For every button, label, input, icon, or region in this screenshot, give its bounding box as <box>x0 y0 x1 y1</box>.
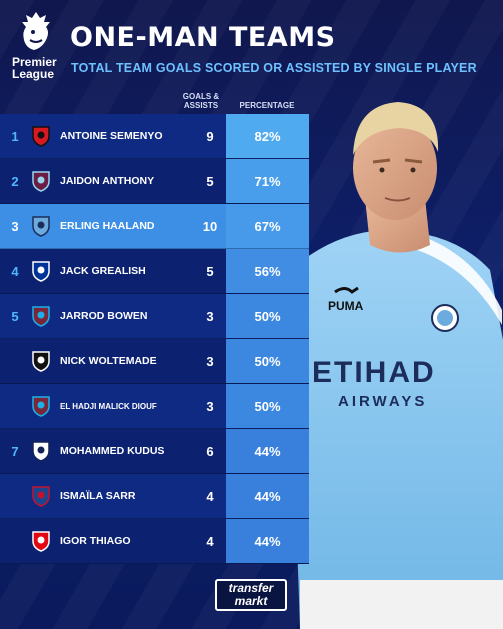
goals-assists-value: 4 <box>206 488 214 504</box>
column-header-goals-line1: GOALS & <box>182 92 220 101</box>
burnley-crest-icon <box>32 171 50 192</box>
player-photo: PUMA ETIHAD AIRWAYS <box>257 102 503 629</box>
goals-assists-value: 3 <box>206 353 214 369</box>
rank-number: 3 <box>11 218 19 234</box>
table-row: ISMAÏLA SARR 4 44% <box>0 474 309 519</box>
rank-number: 7 <box>11 443 19 459</box>
goals-assists-value: 3 <box>206 398 214 414</box>
tottenham-crest-icon <box>32 441 50 462</box>
table-row: 7 MOHAMMED KUDUS 6 44% <box>0 429 309 474</box>
transfermarkt-logo-line1: transfer <box>228 581 274 595</box>
player-name: ANTOINE SEMENYO <box>60 130 163 142</box>
crystal-palace-crest-icon <box>32 486 50 507</box>
player-name: JAIDON ANTHONY <box>60 175 155 187</box>
brentford-crest-icon <box>32 531 50 552</box>
rank-number: 4 <box>11 263 19 279</box>
goals-assists-value: 5 <box>206 173 214 189</box>
percentage-cell: 67% <box>226 204 309 248</box>
player-name: JACK GREALISH <box>60 265 146 277</box>
table-row: 2 JAIDON ANTHONY 5 71% <box>0 159 309 204</box>
table-row: 1 ANTOINE SEMENYO 9 82% <box>0 114 309 159</box>
rank-number: 2 <box>11 173 19 189</box>
premier-league-logo: Premier League <box>12 10 64 85</box>
player-name: EL HADJI MALICK DIOUF <box>60 401 157 411</box>
goals-assists-value: 5 <box>206 263 214 279</box>
player-name: ERLING HAALAND <box>60 220 155 232</box>
percentage-cell: 50% <box>226 339 309 383</box>
percentage-cell: 50% <box>226 294 309 338</box>
bournemouth-crest-icon <box>32 126 50 147</box>
player-name: JARROD BOWEN <box>60 310 148 322</box>
lion-crown-icon <box>22 12 50 50</box>
percentage-cell: 44% <box>226 474 309 518</box>
transfermarkt-logo-line2: markt <box>234 594 268 608</box>
column-header-percentage: PERCENTAGE <box>239 101 295 110</box>
column-header-goals-assists: GOALS & ASSISTS <box>180 92 222 110</box>
table-row: IGOR THIAGO 4 44% <box>0 519 309 564</box>
rank-number: 5 <box>11 308 19 324</box>
goals-assists-value: 3 <box>206 308 214 324</box>
rank-number: 1 <box>11 128 19 144</box>
page-subtitle: TOTAL TEAM GOALS SCORED OR ASSISTED BY S… <box>71 61 477 75</box>
goals-assists-value: 4 <box>206 533 214 549</box>
west-ham-crest-icon <box>32 396 50 417</box>
table-row: 4 JACK GREALISH 5 56% <box>0 249 309 294</box>
west-ham-crest-icon <box>32 306 50 327</box>
svg-text:PUMA: PUMA <box>328 299 364 313</box>
percentage-cell: 44% <box>226 519 309 563</box>
newcastle-crest-icon <box>32 351 50 372</box>
goals-assists-value: 6 <box>206 443 214 459</box>
goals-assists-value: 9 <box>206 128 214 144</box>
table-row: 5 JARROD BOWEN 3 50% <box>0 294 309 339</box>
logo-text-line2: League <box>12 67 55 81</box>
table-row: EL HADJI MALICK DIOUF 3 50% <box>0 384 309 429</box>
percentage-cell: 50% <box>226 384 309 428</box>
percentage-cell: 44% <box>226 429 309 473</box>
player-name: IGOR THIAGO <box>60 535 131 547</box>
svg-text:ETIHAD: ETIHAD <box>312 356 436 389</box>
ranking-table: 1 ANTOINE SEMENYO 9 82% 2 JAIDON ANTHONY 5 71% 3… <box>0 114 309 564</box>
everton-crest-icon <box>32 261 50 282</box>
transfermarkt-logo: transfer markt <box>215 579 287 611</box>
table-row: 3 ERLING HAALAND 10 67% <box>0 204 309 249</box>
logo-text-line1: Premier <box>12 55 57 69</box>
man-city-crest-icon <box>32 216 50 237</box>
table-row: NICK WOLTEMADE 3 50% <box>0 339 309 384</box>
percentage-cell: 71% <box>226 159 309 203</box>
page-title: ONE-MAN TEAMS <box>70 22 336 53</box>
percentage-cell: 56% <box>226 249 309 293</box>
percentage-cell: 82% <box>226 114 309 158</box>
column-header-goals-line2: ASSISTS <box>183 101 219 110</box>
player-name: MOHAMMED KUDUS <box>60 445 165 457</box>
svg-text:AIRWAYS: AIRWAYS <box>338 393 427 410</box>
player-name: ISMAÏLA SARR <box>60 490 136 502</box>
player-name: NICK WOLTEMADE <box>60 355 157 367</box>
premier-league-wordmark: Premier League <box>12 56 68 80</box>
goals-assists-value: 10 <box>202 218 218 234</box>
